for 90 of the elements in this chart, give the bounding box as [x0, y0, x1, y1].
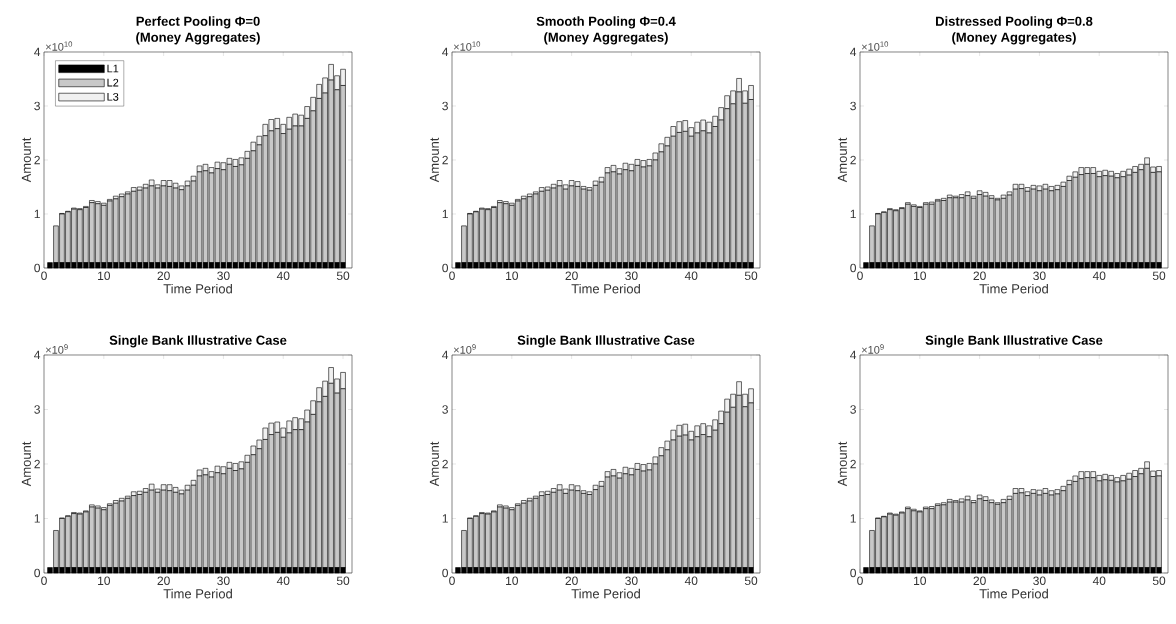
y-tick-label: 4 [442, 350, 449, 360]
y-tick-label: 2 [34, 155, 40, 165]
x-axis-title: Time Period [979, 283, 1048, 294]
chart-title: Single Bank Illustrative Case [517, 335, 695, 348]
x-tick-label: 20 [973, 271, 986, 281]
x-tick-label: 40 [1092, 576, 1106, 586]
x-tick-label: 30 [625, 576, 638, 586]
x-tick-label: 10 [914, 576, 927, 586]
x-tick-label: 30 [217, 576, 230, 586]
x-tick-label: 10 [506, 271, 519, 281]
y-axis-title: Amount [837, 441, 847, 487]
chart-title: Single Bank Illustrative Case [109, 335, 287, 348]
y-tick-label: 4 [850, 47, 857, 57]
x-axis-title: Time Period [163, 283, 232, 294]
y-tick-label: 0 [850, 263, 856, 273]
x-tick-label: 50 [1152, 271, 1166, 281]
y-tick-label: 3 [850, 405, 856, 414]
x-tick-label: 40 [1092, 271, 1106, 281]
text: ×10$^{9}$ [453, 344, 476, 354]
y-tick-label: 0 [442, 263, 449, 273]
text: ×10$^{10}$ [45, 41, 73, 51]
x-tick-label: 20 [973, 576, 986, 586]
x-tick-label: 30 [1033, 271, 1046, 281]
x-axis-title: Time Period [571, 283, 640, 294]
y-tick-label: 4 [850, 350, 857, 360]
y-tick-label: 4 [442, 47, 449, 57]
legend-label: L2 [107, 78, 119, 87]
x-tick-label: 40 [276, 271, 290, 281]
y-tick-label: 0 [34, 568, 41, 578]
y-tick-label: 2 [850, 459, 856, 469]
chart-title: Perfect Pooling Φ=0 [136, 16, 260, 29]
y-tick-label: 3 [34, 101, 40, 111]
chart-title: Distressed Pooling Φ=0.8 [936, 16, 1093, 29]
y-tick-label: 1 [850, 514, 856, 523]
x-tick-label: 30 [1033, 576, 1046, 586]
x-tick-label: 10 [98, 576, 111, 586]
y-tick-label: 1 [34, 209, 40, 219]
legend-label: L1 [107, 64, 119, 73]
text: ×10$^{10}$ [453, 41, 481, 51]
y-tick-label: 1 [442, 514, 448, 523]
y-tick-label: 1 [850, 209, 856, 219]
y-axis-title: Amount [429, 441, 439, 487]
y-axis-title: Amount [429, 137, 439, 183]
text: ×10$^{9}$ [861, 344, 884, 354]
text: ×10$^{10}$ [861, 41, 889, 51]
y-tick-label: 4 [34, 350, 41, 360]
y-tick-label: 3 [442, 405, 448, 414]
x-axis-title: Time Period [571, 588, 640, 599]
text: ×10$^{9}$ [45, 344, 68, 354]
y-tick-label: 2 [442, 155, 448, 165]
y-axis-title: Amount [21, 137, 31, 183]
x-tick-label: 50 [744, 576, 758, 586]
x-tick-label: 50 [336, 271, 350, 281]
x-axis-title: Time Period [979, 588, 1048, 599]
chart-subtitle: (Money Aggregates) [544, 32, 668, 45]
y-axis-title: Amount [21, 441, 31, 487]
chart-title: Smooth Pooling Φ=0.4 [536, 16, 676, 29]
y-tick-label: 1 [34, 514, 40, 523]
y-tick-label: 2 [442, 459, 448, 469]
x-tick-label: 10 [914, 271, 927, 281]
x-tick-label: 50 [744, 271, 758, 281]
x-tick-label: 20 [565, 576, 578, 586]
x-tick-label: 10 [506, 576, 519, 586]
chart-subtitle: (Money Aggregates) [136, 32, 260, 45]
y-axis-title: Amount [837, 137, 847, 183]
y-tick-label: 0 [34, 263, 41, 273]
x-tick-label: 40 [684, 271, 698, 281]
y-tick-label: 4 [34, 47, 41, 57]
y-tick-label: 2 [850, 155, 856, 165]
chart-subtitle: (Money Aggregates) [952, 32, 1076, 45]
x-axis-title: Time Period [163, 588, 232, 599]
y-tick-label: 3 [34, 405, 40, 414]
y-tick-label: 0 [850, 568, 856, 578]
x-tick-label: 30 [217, 271, 230, 281]
y-tick-label: 2 [34, 459, 40, 469]
x-tick-label: 20 [157, 576, 170, 586]
x-tick-label: 50 [336, 576, 350, 586]
y-tick-label: 3 [850, 101, 856, 111]
x-tick-label: 20 [565, 271, 578, 281]
x-tick-label: 30 [625, 271, 638, 281]
legend-label: L3 [107, 92, 119, 101]
chart-title: Single Bank Illustrative Case [925, 335, 1103, 348]
y-tick-label: 0 [442, 568, 449, 578]
x-tick-label: 40 [684, 576, 698, 586]
x-tick-label: 50 [1152, 576, 1166, 586]
x-tick-label: 10 [98, 271, 111, 281]
x-tick-label: 40 [276, 576, 290, 586]
y-tick-label: 1 [442, 209, 448, 219]
x-tick-label: 20 [157, 271, 170, 281]
y-tick-label: 3 [442, 101, 448, 111]
